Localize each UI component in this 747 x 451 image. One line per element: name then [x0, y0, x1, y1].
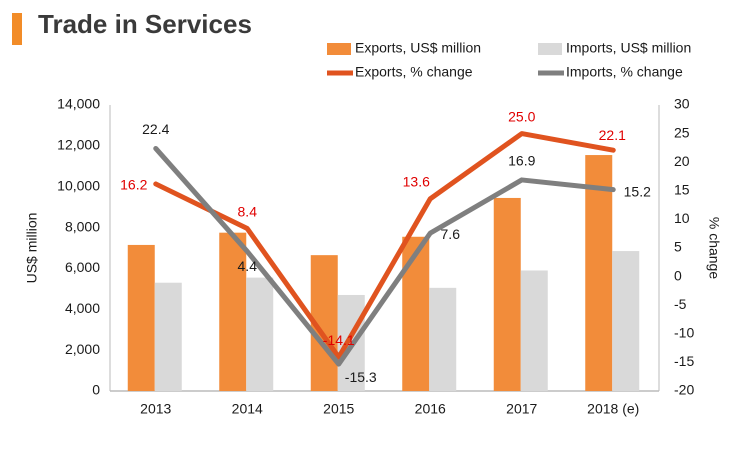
exports-change-label: 16.2	[120, 177, 147, 193]
right-tick-label: -10	[674, 325, 694, 341]
legend-label: Exports, US$ million	[355, 40, 481, 56]
exports-change-label: -14.1	[323, 332, 355, 348]
imports-bar	[429, 287, 457, 391]
right-tick-label: 10	[674, 210, 690, 226]
imports-bar	[246, 277, 274, 391]
title-accent-bar	[12, 13, 22, 45]
imports-bar	[612, 251, 640, 391]
right-tick-label: -15	[674, 353, 694, 369]
right-tick-label: -20	[674, 382, 694, 398]
exports-bar	[127, 244, 155, 391]
exports-bar	[219, 232, 247, 391]
chart-title: Trade in Services	[38, 9, 252, 39]
exports-bar	[402, 236, 430, 391]
imports-change-label: 15.2	[624, 183, 651, 199]
left-tick-label: 2,000	[65, 341, 100, 357]
imports-change-label: 4.4	[238, 258, 258, 274]
left-tick-label: 6,000	[65, 259, 100, 275]
exports-change-line	[153, 131, 616, 360]
left-tick-label: 10,000	[57, 177, 100, 193]
left-tick-label: 12,000	[57, 137, 100, 153]
y2-axis-title: % change	[706, 217, 722, 279]
legend-label: Imports, % change	[566, 64, 683, 80]
left-tick-label: 14,000	[57, 96, 100, 112]
left-tick-label: 4,000	[65, 300, 100, 316]
exports-change-label: 8.4	[238, 203, 258, 219]
x-tick-label: 2017	[506, 401, 537, 417]
legend-label: Imports, US$ million	[566, 40, 691, 56]
right-tick-label: 5	[674, 239, 682, 255]
exports-change-label: 13.6	[403, 174, 430, 190]
y-axis-title: US$ million	[24, 213, 40, 284]
right-tick-label: 15	[674, 182, 690, 198]
exports-bar	[585, 155, 613, 391]
x-tick-label: 2018 (e)	[587, 401, 639, 417]
imports-bar	[154, 282, 182, 391]
exports-change-label: 22.1	[599, 127, 626, 143]
exports-bar	[493, 197, 521, 391]
exports-change-label: 25.0	[508, 108, 535, 124]
right-tick-label: -5	[674, 296, 687, 312]
imports-change-line	[153, 145, 616, 367]
right-tick-label: 20	[674, 153, 690, 169]
legend-swatch	[538, 43, 562, 55]
legend-swatch	[327, 43, 351, 55]
x-tick-label: 2016	[415, 401, 446, 417]
imports-change-label: -15.3	[345, 369, 377, 385]
x-tick-label: 2014	[232, 401, 263, 417]
imports-change-label: 16.9	[508, 153, 535, 169]
left-tick-label: 0	[92, 382, 100, 398]
x-tick-label: 2013	[140, 401, 171, 417]
right-tick-label: 0	[674, 267, 682, 283]
imports-change-label: 22.4	[142, 121, 169, 137]
imports-change-label: 7.6	[441, 226, 461, 242]
x-tick-label: 2015	[323, 401, 354, 417]
right-tick-label: 25	[674, 124, 690, 140]
legend-label: Exports, % change	[355, 64, 473, 80]
imports-bar	[520, 270, 548, 391]
right-tick-label: 30	[674, 96, 690, 112]
left-tick-label: 8,000	[65, 218, 100, 234]
